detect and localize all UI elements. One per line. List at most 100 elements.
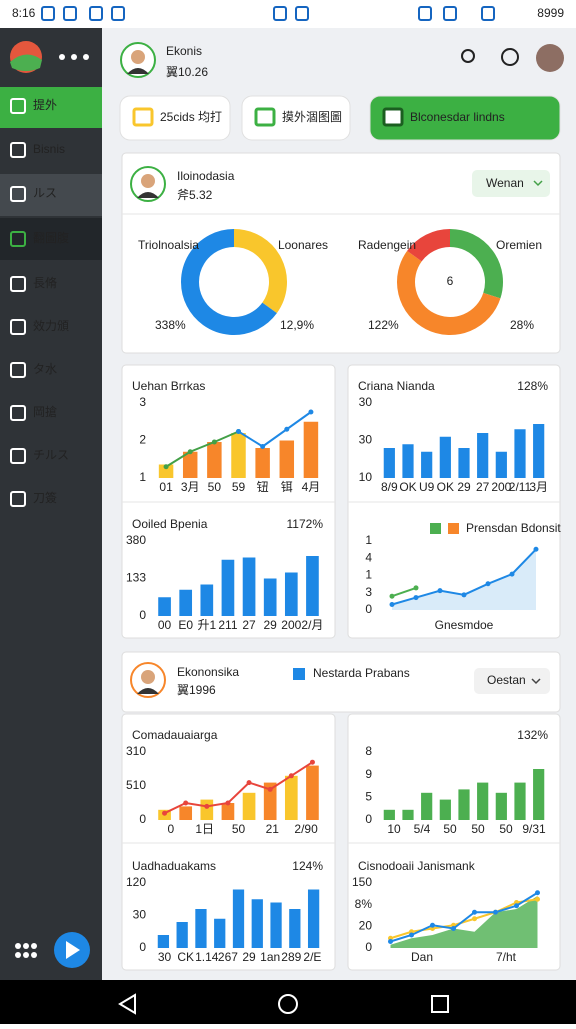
donut-label: Radengein bbox=[358, 238, 416, 252]
donut-segment bbox=[449, 229, 503, 299]
x-tick-label: 2/月 bbox=[301, 618, 323, 632]
panel-title: Ooiled Bpenia bbox=[132, 517, 208, 531]
x-tick-label: 211 bbox=[218, 618, 237, 632]
bar bbox=[439, 436, 451, 478]
bar bbox=[284, 572, 298, 616]
line bbox=[164, 761, 313, 815]
sidebar-item[interactable]: 刀簽 bbox=[33, 491, 57, 505]
bar bbox=[214, 918, 226, 948]
y-tick-label: 20 bbox=[359, 919, 373, 933]
y-tick-label: 2 bbox=[139, 433, 146, 447]
bar bbox=[307, 889, 320, 948]
line-point bbox=[309, 759, 315, 765]
legend-swatch bbox=[293, 668, 305, 680]
line bbox=[390, 898, 538, 940]
profile-icon[interactable] bbox=[536, 44, 564, 72]
button-label: 摸外涸图圖 bbox=[282, 110, 342, 124]
dropdown[interactable] bbox=[474, 668, 550, 694]
line-point bbox=[388, 939, 393, 944]
chat-icon[interactable] bbox=[501, 48, 519, 66]
x-tick-label: 27 bbox=[476, 480, 490, 494]
x-tick-label: E0 bbox=[178, 618, 193, 632]
bar bbox=[232, 889, 245, 948]
bar bbox=[477, 782, 489, 820]
overview-title: Iloinodasia bbox=[177, 169, 235, 183]
sidebar-item[interactable]: 長脩 bbox=[33, 276, 57, 290]
sidebar-item[interactable]: 翻圖腹 bbox=[33, 231, 69, 245]
line-point bbox=[162, 810, 168, 816]
line-point bbox=[260, 444, 266, 449]
x-tick-label: 1.14 bbox=[195, 950, 219, 964]
x-tick-label: OK bbox=[437, 480, 454, 494]
x-tick-label: 50 bbox=[443, 822, 457, 836]
sidebar-item[interactable]: Bisnis bbox=[33, 142, 65, 156]
nav-back[interactable] bbox=[118, 993, 136, 1015]
panel-title: Uadhaduakams bbox=[132, 859, 216, 873]
x-tick-label: 200 bbox=[281, 618, 301, 632]
line bbox=[165, 430, 239, 468]
action-button[interactable] bbox=[369, 95, 561, 141]
panel-badge: 128% bbox=[517, 379, 548, 393]
nav-recent[interactable] bbox=[431, 995, 449, 1013]
panel-badge: 124% bbox=[292, 859, 323, 873]
x-tick-label: 50 bbox=[499, 822, 513, 836]
x-tick-label: 50 bbox=[232, 822, 246, 836]
line-point bbox=[211, 439, 217, 445]
x-tick-label: 50 bbox=[208, 480, 222, 494]
sidebar-item[interactable]: ルス bbox=[33, 186, 57, 200]
bar bbox=[255, 448, 270, 478]
bar bbox=[383, 448, 395, 478]
bar bbox=[242, 792, 256, 820]
bar bbox=[306, 556, 319, 616]
action-button[interactable] bbox=[119, 95, 231, 141]
status-icon bbox=[295, 6, 309, 21]
button-icon bbox=[132, 107, 154, 127]
sidebar-item[interactable]: タ水 bbox=[33, 362, 57, 376]
sidebar-item[interactable]: チルス bbox=[33, 448, 69, 462]
x-tick-label: 289 bbox=[281, 950, 301, 964]
status-icon bbox=[481, 6, 495, 21]
donut-value: 28% bbox=[510, 318, 534, 332]
button-label: Blconesdar lindns bbox=[410, 110, 505, 124]
search-icon[interactable] bbox=[461, 49, 475, 63]
avatar-suit bbox=[137, 688, 159, 694]
avatar-suit bbox=[137, 192, 159, 198]
sidebar-icon bbox=[10, 231, 26, 247]
dropdown[interactable] bbox=[472, 170, 550, 197]
y-tick-label: 0 bbox=[365, 602, 372, 616]
section-subtitle: 翼1996 bbox=[177, 683, 216, 697]
y-tick-label: 0 bbox=[139, 940, 146, 954]
more-dot bbox=[23, 952, 29, 958]
bar bbox=[495, 451, 507, 478]
panel-badge: 1172% bbox=[287, 517, 324, 531]
x-tick-label: 1an bbox=[260, 950, 280, 964]
nav-home[interactable] bbox=[278, 994, 298, 1014]
x-tick-label: 29 bbox=[242, 950, 256, 964]
status-icon bbox=[89, 6, 103, 21]
bar bbox=[289, 909, 301, 948]
sidebar-item[interactable]: 效力頒 bbox=[33, 318, 69, 333]
bar bbox=[458, 789, 470, 820]
panel-badge: 132% bbox=[517, 728, 548, 742]
action-button[interactable] bbox=[241, 95, 351, 141]
sidebar-item[interactable]: 提外 bbox=[33, 97, 57, 112]
y-tick-label: 30 bbox=[359, 433, 373, 447]
line-point bbox=[284, 426, 290, 432]
bar bbox=[158, 597, 171, 616]
menu-dot[interactable] bbox=[59, 54, 65, 60]
x-tick-label: 0 bbox=[168, 822, 175, 836]
donut-segment bbox=[407, 229, 451, 262]
dropdown-label: Oestan bbox=[487, 673, 526, 687]
y-tick-label: 3 bbox=[139, 395, 146, 409]
bar bbox=[533, 769, 545, 820]
menu-dot[interactable] bbox=[83, 54, 89, 60]
line bbox=[391, 586, 417, 598]
menu-dot[interactable] bbox=[71, 54, 77, 60]
x-tick-label: 7/ht bbox=[496, 950, 517, 964]
sidebar-icon bbox=[10, 142, 26, 158]
panel-title: Cisnodoaii Janismank bbox=[358, 859, 476, 873]
x-tick-label: 267 bbox=[218, 950, 238, 964]
line-point bbox=[413, 585, 419, 591]
sidebar-item[interactable]: 岡搶 bbox=[33, 404, 57, 419]
line-point bbox=[472, 909, 477, 915]
